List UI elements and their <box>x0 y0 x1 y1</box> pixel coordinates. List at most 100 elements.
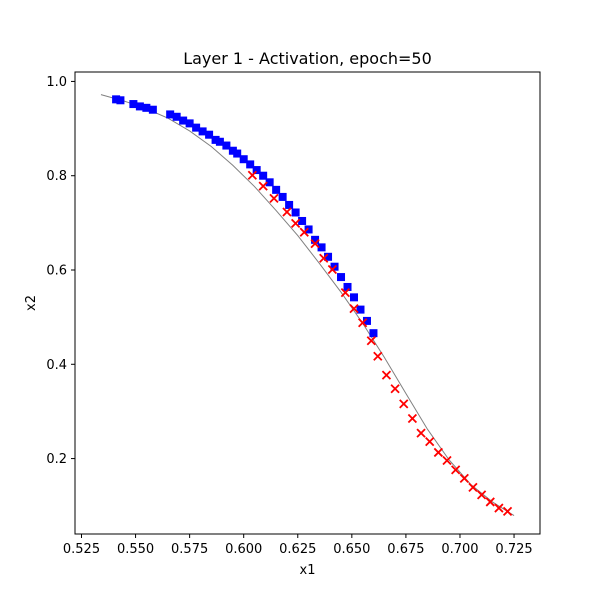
red-x-point <box>425 436 435 447</box>
blue-square-point <box>222 141 231 150</box>
blue-square-point <box>205 130 214 139</box>
red-x-point <box>494 503 504 513</box>
x-tick-label: 0.725 <box>495 542 532 557</box>
red-x-point <box>310 238 320 249</box>
red-x-point <box>340 287 350 298</box>
blue-square-point <box>317 243 326 252</box>
y-tick-label: 0.8 <box>46 169 67 184</box>
blue-square-point <box>298 216 307 225</box>
y-tick-label: 0.6 <box>46 264 67 279</box>
x-marker-stroke <box>494 503 504 513</box>
x-marker-stroke <box>327 264 338 275</box>
blue-square-point <box>304 225 313 234</box>
plot-frame <box>74 71 541 535</box>
red-x-point <box>451 465 461 475</box>
x-marker-stroke <box>433 447 443 458</box>
y-tick-label: 1.0 <box>46 75 67 90</box>
x-marker-stroke <box>459 473 469 484</box>
y-tick-label: 0.4 <box>46 358 67 373</box>
red-x-point <box>442 455 452 466</box>
red-x-point <box>373 351 383 361</box>
x-marker-stroke <box>247 170 257 180</box>
x-tick-label: 0.525 <box>63 542 100 557</box>
y-axis: 0.2 0.4 0.6 0.8 1.0 <box>46 75 75 467</box>
x-tick-label: 0.675 <box>387 542 424 557</box>
x-marker-stroke <box>416 428 426 438</box>
red-x-point <box>358 318 368 328</box>
blue-square-point <box>259 171 268 180</box>
red-x-point <box>327 264 338 275</box>
red-x-point <box>390 384 400 394</box>
x-tick-label: 0.600 <box>225 542 262 557</box>
blue-square-point <box>362 316 371 325</box>
x-marker-stroke <box>282 207 292 217</box>
blue-square-point <box>198 127 207 136</box>
x-marker-stroke <box>319 253 329 263</box>
blue-square-point <box>246 160 255 169</box>
x-marker-stroke <box>340 287 350 298</box>
blue-square-point <box>228 146 237 155</box>
blue-square-point <box>337 273 346 282</box>
decision-curve-line <box>100 94 515 517</box>
blue-square-point <box>192 123 201 132</box>
red-x-point <box>468 482 478 492</box>
blue-square-point <box>285 200 294 209</box>
blue-square-point <box>356 305 365 314</box>
blue-square-point <box>135 102 144 111</box>
red-x-point <box>381 370 392 380</box>
red-x-point <box>485 497 495 507</box>
x-axis-title: x1 <box>300 563 316 578</box>
red-x-point <box>416 428 426 438</box>
x-marker-stroke <box>407 413 418 424</box>
blue-square-point <box>166 110 175 119</box>
x-marker-stroke <box>390 384 400 394</box>
red-x-point <box>502 506 513 517</box>
x-marker-stroke <box>502 506 513 517</box>
blue-square-point <box>179 116 188 125</box>
blue-square-point <box>278 192 287 201</box>
chart-title: Layer 1 - Activation, epoch=50 <box>183 49 432 68</box>
x-marker-stroke <box>299 227 309 237</box>
blue-square-point <box>252 166 261 175</box>
x-marker-stroke <box>399 399 409 409</box>
blue-square-point <box>148 105 157 114</box>
red-x-point <box>433 447 443 458</box>
x-marker-stroke <box>381 370 392 380</box>
blue-square-point <box>116 96 125 105</box>
x-tick-label: 0.575 <box>171 542 208 557</box>
red-x-point <box>247 170 257 180</box>
x-tick-label: 0.625 <box>279 542 316 557</box>
red-x-point <box>269 193 279 203</box>
red-x-point <box>282 207 292 217</box>
x-marker-stroke <box>290 218 301 228</box>
x-marker-stroke <box>258 181 268 191</box>
x-tick-label: 0.700 <box>441 542 478 557</box>
x-marker-stroke <box>451 465 461 475</box>
blue-square-point <box>112 95 121 104</box>
red-x-point <box>349 304 359 314</box>
blue-square-point <box>129 100 138 109</box>
x-axis: 0.525 0.550 0.575 0.600 0.625 0.650 0.675 0.700… <box>63 534 533 557</box>
x-marker-stroke <box>358 318 368 328</box>
y-axis-title: x2 <box>24 295 39 311</box>
x-marker-stroke <box>468 482 478 492</box>
blue-square-point <box>239 155 248 164</box>
plot-area <box>100 94 515 517</box>
red-x-point <box>290 218 301 228</box>
x-marker-stroke <box>425 436 435 447</box>
red-x-point <box>366 336 376 346</box>
blue-square-point <box>311 235 320 244</box>
blue-square-point <box>142 103 151 112</box>
x-marker-stroke <box>310 238 320 249</box>
blue-square-point <box>185 119 194 128</box>
x-marker-stroke <box>476 490 487 500</box>
blue-square-point <box>265 178 274 187</box>
red-x-point <box>407 413 418 424</box>
x-marker-stroke <box>349 304 359 314</box>
x-tick-label: 0.550 <box>117 542 154 557</box>
blue-square-point <box>215 137 224 146</box>
blue-square-point <box>324 252 333 261</box>
x-marker-stroke <box>485 497 495 507</box>
blue-square-point <box>233 149 242 158</box>
